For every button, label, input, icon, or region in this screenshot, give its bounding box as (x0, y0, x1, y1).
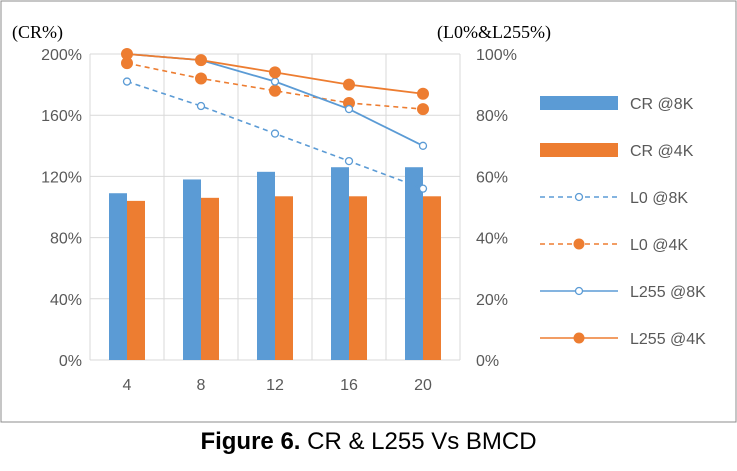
right-tick-label: 0% (476, 353, 499, 370)
left-tick-label: 200% (41, 47, 82, 64)
point-l255-4k (195, 54, 207, 67)
left-tick-label: 40% (50, 292, 82, 309)
x-tick-label: 20 (414, 377, 432, 394)
right-tick-label: 40% (476, 231, 508, 248)
bar-cr-8k (405, 167, 423, 360)
lines (121, 48, 429, 193)
left-axis-title: (CR%) (12, 22, 63, 43)
legend-swatch-cr-4k (540, 143, 618, 157)
left-tick-label: 0% (59, 353, 82, 370)
figure-caption-label: Figure 6. (200, 428, 301, 455)
legend-label-cr-8k: CR @8K (630, 96, 694, 113)
bar-cr-8k (109, 193, 127, 360)
bar-cr-4k (349, 196, 367, 360)
right-tick-label: 60% (476, 169, 508, 186)
point-l0-4k (195, 72, 207, 85)
legend-label-l0-8k: L0 @8K (630, 190, 688, 207)
point-l0-8k (344, 156, 354, 166)
x-tick-label: 12 (266, 377, 284, 394)
bars (109, 167, 441, 360)
right-axis-title: (L0%&L255%) (437, 22, 551, 43)
gridlines (89, 53, 461, 361)
point-l255-8k (418, 141, 428, 150)
bar-cr-4k (127, 200, 145, 360)
right-tick-label: 100% (476, 47, 517, 64)
legend-marker-l0-8k (574, 192, 584, 202)
point-l255-4k (417, 87, 429, 100)
x-tick-label: 8 (197, 377, 206, 394)
chart-svg: 0% 40% 80% 120% 160% 200% 0% 20% 40% 60% 80% 100% 4 8… (0, 0, 737, 423)
bar-cr-8k (331, 167, 349, 360)
x-tick-label: 16 (340, 377, 358, 394)
figure-caption: Figure 6. CR & L255 Vs BMCD (0, 428, 737, 456)
point-l255-4k (121, 48, 133, 60)
legend-marker-l0-4k (573, 238, 585, 250)
bar-cr-8k (257, 171, 275, 360)
axes: 0% 40% 80% 120% 160% 200% 0% 20% 40% 60% 80% 100% 4 8… (12, 22, 551, 394)
bar-cr-4k (423, 196, 441, 360)
legend-label-l0-4k: L0 @4K (630, 237, 688, 254)
legend: CR @8K CR @4K L0 @8K L0 @4K L255 @8K L255 @4K (540, 96, 706, 348)
legend-swatch-cr-8k (540, 96, 618, 110)
left-tick-label: 80% (50, 231, 82, 248)
bar-cr-4k (275, 196, 293, 360)
legend-label-l255-4k: L255 @4K (630, 331, 706, 348)
point-l255-8k (344, 104, 354, 114)
point-l0-8k (196, 101, 206, 111)
left-tick-label: 120% (41, 169, 82, 186)
legend-marker-l255-8k (574, 286, 584, 296)
legend-label-l255-8k: L255 @8K (630, 284, 706, 301)
legend-marker-l255-4k (573, 332, 585, 344)
point-l255-8k (270, 77, 280, 86)
point-l0-4k (269, 84, 281, 97)
point-l0-8k (418, 184, 428, 193)
point-l255-4k (269, 66, 281, 79)
right-tick-label: 20% (476, 292, 508, 309)
legend-label-cr-4k: CR @4K (630, 143, 694, 160)
point-l255-4k (343, 78, 355, 91)
point-l0-8k (270, 129, 280, 138)
figure-caption-text: CR & L255 Vs BMCD (300, 428, 537, 455)
bar-cr-8k (183, 179, 201, 360)
bar-cr-4k (201, 197, 219, 360)
right-tick-label: 80% (476, 108, 508, 125)
x-tick-label: 4 (123, 377, 132, 394)
point-l0-4k (417, 103, 429, 116)
point-l0-8k (122, 77, 132, 86)
left-tick-label: 160% (41, 108, 82, 125)
chart-frame: 0% 40% 80% 120% 160% 200% 0% 20% 40% 60% 80% 100% 4 8… (0, 0, 737, 423)
